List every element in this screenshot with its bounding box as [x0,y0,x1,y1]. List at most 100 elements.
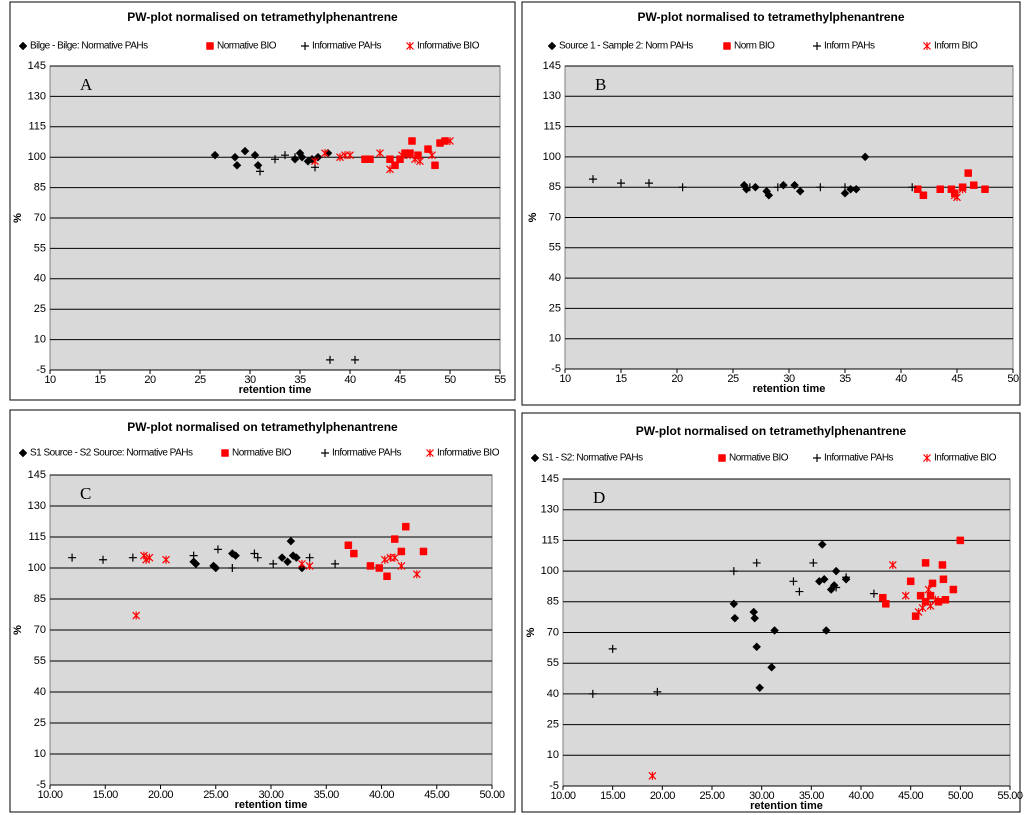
point [211,563,221,573]
point [281,151,289,160]
point [366,155,374,163]
point [653,687,662,696]
x-tick-label: 30.00 [258,789,283,801]
point [645,179,653,188]
legend-label: Source 1 - Sample 2: Norm PAHs [559,41,693,52]
point [953,193,961,202]
point [228,564,237,572]
y-tick-label: 115 [543,121,561,133]
point [956,536,965,545]
point [752,642,762,652]
x-tick-label: 45.00 [424,789,449,801]
point [298,559,306,568]
legend-marker [723,42,731,50]
point [809,558,818,567]
y-tick-label: 40 [547,688,559,700]
point [816,183,825,192]
x-tick-label: 10 [44,374,56,386]
x-axis-label: retention time [239,384,312,396]
y-tick-label: 40 [34,273,46,285]
point [350,549,358,558]
point [938,561,947,569]
point [292,553,301,563]
point [250,150,260,160]
point [860,152,870,162]
legend-marker [321,449,329,457]
point [68,553,77,562]
point [230,152,240,162]
x-tick-label: 45 [394,374,406,386]
point [869,589,878,598]
y-axis-label: % [12,625,24,635]
x-tick-label: 10 [559,373,571,385]
point [729,599,739,609]
point [380,555,389,564]
x-tick-label: 45 [951,373,963,385]
y-tick-label: 55 [549,242,561,254]
x-tick-label: 35 [294,374,306,386]
y-tick-label: -5 [36,779,46,791]
point [232,160,242,170]
point [366,562,375,570]
legend-label: Informative PAHs [824,453,894,464]
point [344,541,353,550]
point [842,573,851,582]
x-tick-label: 40 [344,374,356,386]
x-tick-label: 40.00 [369,789,394,801]
point [162,555,170,564]
y-tick-label: 10 [34,334,46,346]
legend-label: Informative PAHs [312,41,382,52]
point [773,183,782,192]
y-tick-label: 85 [549,181,561,193]
point [428,151,436,160]
y-tick-label: 25 [549,302,561,314]
point [297,152,307,162]
point [588,689,597,698]
point [250,549,259,558]
point [921,559,930,567]
point [383,572,391,581]
point [269,559,278,568]
point [931,595,940,604]
y-tick-label: -5 [551,363,561,375]
panel-letter: D [593,488,605,507]
y-tick-label: -5 [36,364,46,376]
point [189,551,198,560]
point [397,561,406,570]
y-tick-label: 70 [34,624,46,636]
y-tick-label: 25 [34,303,46,315]
x-tick-label: 35 [839,373,851,385]
legend-marker [718,454,726,462]
y-tick-label: 70 [549,211,561,223]
point [424,145,432,153]
legend-marker [547,41,557,51]
legend-marker [530,453,540,463]
point [949,585,958,594]
x-tick-label: 40 [895,373,907,385]
y-axis-label: % [527,212,539,222]
point [888,560,897,569]
point [918,603,927,612]
legend-label: Inform BIO [934,41,978,52]
y-tick-label: 70 [547,626,559,638]
x-tick-label: 30 [244,374,256,386]
point [770,626,779,635]
point [928,579,937,588]
point [970,181,978,189]
point [411,155,419,164]
point [283,557,292,567]
point [408,137,416,145]
y-tick-label: 55 [34,242,46,254]
point [840,188,850,198]
point [416,157,424,166]
point [941,596,950,604]
y-tick-label: 145 [541,473,559,485]
point [901,591,910,600]
point [99,555,108,564]
y-tick-label: 145 [543,60,561,72]
point [936,185,944,193]
y-tick-label: 115 [28,531,46,543]
x-tick-label: 50 [444,374,456,386]
y-tick-label: 10 [549,333,561,345]
x-axis-label: retention time [235,799,308,811]
